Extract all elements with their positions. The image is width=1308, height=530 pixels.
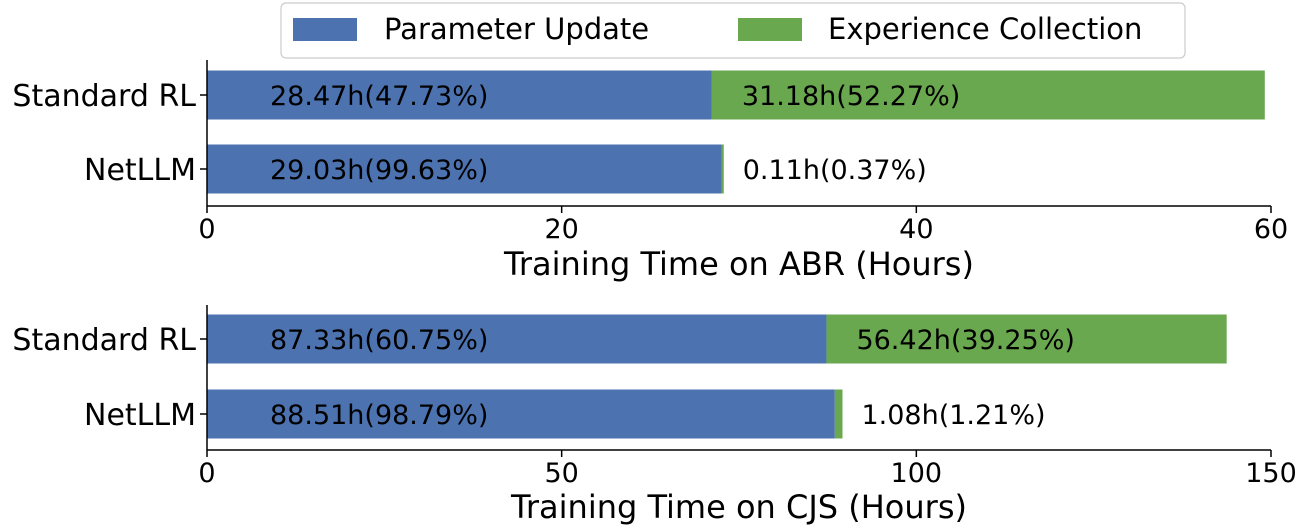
cjs-bar-netllm-experience-collection [834, 389, 843, 439]
cjs-bar-label-standard-rl-parameter-update: 87.33h(60.75%) [270, 325, 488, 356]
abr-x-tick-label-40: 40 [899, 214, 933, 245]
legend-swatch-parameter-update [293, 18, 357, 41]
cjs-x-tick-label-0: 0 [198, 458, 215, 489]
abr-bar-netllm-parameter-update [207, 144, 722, 194]
abr-bar-standard-rl-experience-collection [711, 70, 1265, 120]
abr-bars [207, 70, 1265, 194]
cjs-x-axis-label: Training Time on CJS (Hours) [510, 488, 967, 526]
legend-label-parameter-update: Parameter Update [384, 12, 649, 46]
abr-y-tick-labels: Standard RL NetLLM [12, 79, 207, 188]
abr-x-axis-label: Training Time on ABR (Hours) [503, 245, 974, 283]
cjs-x-tick-label-150: 150 [1245, 458, 1297, 489]
abr-bar-labels: 28.47h(47.73%) 31.18h(52.27%) 29.03h(99.63… [270, 81, 960, 186]
cjs-y-tick-labels: Standard RL NetLLM [12, 323, 207, 433]
abr-x-tick-label-20: 20 [544, 214, 578, 245]
legend-frame [280, 2, 1186, 59]
cjs-y-label-netllm: NetLLM [84, 398, 196, 433]
cjs-bar-label-netllm-parameter-update: 88.51h(98.79%) [270, 400, 488, 431]
cjs-bars [207, 314, 1227, 439]
cjs-bar-label-netllm-experience-collection: 1.08h(1.21%) [861, 400, 1045, 431]
abr-bar-label-standard-rl-experience-collection: 31.18h(52.27%) [742, 81, 960, 112]
abr-bar-standard-rl-parameter-update [207, 70, 712, 120]
legend-label-experience-collection: Experience Collection [828, 12, 1142, 46]
cjs-bar-standard-rl-parameter-update [207, 314, 827, 364]
cjs-x-tick-label-50: 50 [544, 458, 578, 489]
cjs-bar-labels: 87.33h(60.75%) 56.42h(39.25%) 88.51h(98.79… [270, 325, 1075, 431]
legend: Parameter Update Experience Collection [280, 2, 1186, 59]
cjs-bar-netllm-parameter-update [207, 389, 835, 439]
abr-bar-label-standard-rl-parameter-update: 28.47h(47.73%) [270, 81, 488, 112]
abr-x-tick-label-0: 0 [198, 214, 215, 245]
abr-y-label-netllm: NetLLM [84, 153, 196, 188]
abr-y-label-standard-rl: Standard RL [12, 79, 196, 114]
abr-x-ticks: 0 20 40 60 [198, 206, 1288, 245]
panel-cjs: 87.33h(60.75%) 56.42h(39.25%) 88.51h(98.79… [12, 305, 1297, 526]
legend-swatch-experience-collection [738, 18, 802, 41]
abr-bar-label-netllm-parameter-update: 29.03h(99.63%) [270, 155, 488, 186]
cjs-x-tick-label-100: 100 [891, 458, 943, 489]
cjs-bar-label-standard-rl-experience-collection: 56.42h(39.25%) [856, 325, 1074, 356]
cjs-bar-standard-rl-experience-collection [826, 314, 1227, 364]
abr-bar-netllm-experience-collection [721, 144, 724, 194]
abr-x-tick-label-60: 60 [1254, 214, 1288, 245]
cjs-x-ticks: 0 50 100 150 [198, 450, 1297, 489]
abr-bar-label-netllm-experience-collection: 0.11h(0.37%) [743, 155, 927, 186]
cjs-y-label-standard-rl: Standard RL [12, 323, 196, 358]
panel-abr: 28.47h(47.73%) 31.18h(52.27%) 29.03h(99.63… [12, 60, 1288, 283]
